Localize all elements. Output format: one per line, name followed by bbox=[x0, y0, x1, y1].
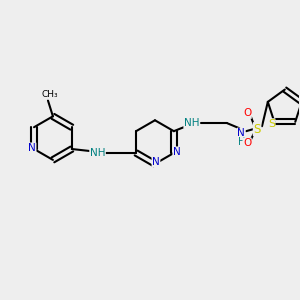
Text: S: S bbox=[268, 119, 275, 129]
Text: N: N bbox=[237, 128, 245, 138]
Text: N: N bbox=[28, 143, 36, 153]
Text: O: O bbox=[243, 108, 251, 118]
Text: H: H bbox=[238, 137, 245, 147]
Text: O: O bbox=[243, 138, 251, 148]
Text: S: S bbox=[254, 123, 261, 136]
Text: NH: NH bbox=[184, 118, 200, 128]
Text: NH: NH bbox=[90, 148, 105, 158]
Text: N: N bbox=[152, 157, 160, 167]
Text: CH₃: CH₃ bbox=[42, 90, 58, 99]
Text: N: N bbox=[173, 147, 181, 157]
